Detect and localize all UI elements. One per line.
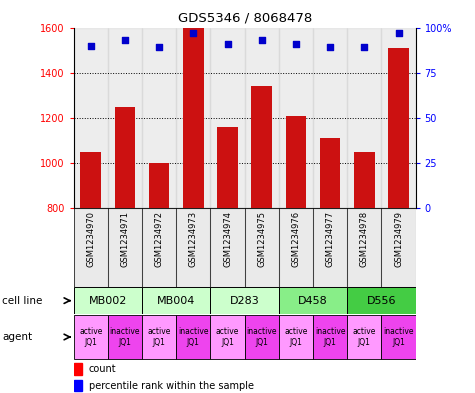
Bar [108,315,142,359]
Bar [142,315,176,359]
Bar [251,86,272,208]
Bar [347,208,381,287]
Text: inactive
JQ1: inactive JQ1 [178,327,209,347]
Text: D283: D283 [230,296,259,306]
Point [258,37,266,43]
Text: agent: agent [2,332,32,342]
Text: GSM1234970: GSM1234970 [86,211,95,266]
Bar [74,363,82,375]
Text: active
JQ1: active JQ1 [216,327,239,347]
Text: D556: D556 [367,296,396,306]
Bar [210,287,279,314]
Bar [108,28,142,208]
Text: MB004: MB004 [157,296,195,306]
Bar [279,28,313,208]
Bar [285,116,306,208]
Point [224,40,231,47]
Bar [149,163,170,208]
Text: inactive
JQ1: inactive JQ1 [383,327,414,347]
Bar [176,208,210,287]
Bar [217,127,238,208]
Point [155,44,163,51]
Bar [313,208,347,287]
Bar [279,287,347,314]
Text: inactive
JQ1: inactive JQ1 [315,327,345,347]
Bar [74,28,108,208]
Bar [347,28,381,208]
Text: GSM1234976: GSM1234976 [292,211,300,267]
Text: GSM1234977: GSM1234977 [326,211,334,267]
Bar [381,28,416,208]
Bar [74,287,142,314]
Bar [388,48,409,208]
Bar [210,208,245,287]
Point [361,44,368,51]
Bar [347,315,381,359]
Bar [381,208,416,287]
Bar [142,28,176,208]
Bar [176,315,210,359]
Bar [245,208,279,287]
Text: inactive
JQ1: inactive JQ1 [110,327,140,347]
Text: GSM1234973: GSM1234973 [189,211,198,267]
Bar [210,28,245,208]
Text: GSM1234974: GSM1234974 [223,211,232,266]
Text: MB002: MB002 [89,296,127,306]
Bar [74,208,108,287]
Bar [74,380,82,391]
Point [190,30,197,36]
Bar [279,208,313,287]
Bar [210,315,245,359]
Bar [313,315,347,359]
Text: cell line: cell line [2,296,43,306]
Point [121,37,129,43]
Text: GSM1234971: GSM1234971 [121,211,129,266]
Text: active
JQ1: active JQ1 [352,327,376,347]
Bar [114,107,135,208]
Bar [313,28,347,208]
Text: count: count [88,364,116,374]
Text: GSM1234972: GSM1234972 [155,211,163,266]
Text: active
JQ1: active JQ1 [284,327,308,347]
Bar [354,152,375,208]
Bar [320,138,341,208]
Point [395,30,402,36]
Bar [80,152,101,208]
Bar [347,287,416,314]
Bar [108,208,142,287]
Bar [245,28,279,208]
Bar [176,28,210,208]
Text: active
JQ1: active JQ1 [79,327,103,347]
Title: GDS5346 / 8068478: GDS5346 / 8068478 [178,12,312,25]
Text: D458: D458 [298,296,328,306]
Point [87,42,95,49]
Bar [245,315,279,359]
Text: percentile rank within the sample: percentile rank within the sample [88,381,254,391]
Text: inactive
JQ1: inactive JQ1 [247,327,277,347]
Bar [279,315,313,359]
Point [326,44,334,51]
Text: GSM1234975: GSM1234975 [257,211,266,266]
Bar [381,315,416,359]
Point [292,40,300,47]
Bar [74,315,108,359]
Text: active
JQ1: active JQ1 [147,327,171,347]
Text: GSM1234979: GSM1234979 [394,211,403,266]
Bar [142,287,210,314]
Text: GSM1234978: GSM1234978 [360,211,369,267]
Bar [183,28,204,208]
Bar [142,208,176,287]
